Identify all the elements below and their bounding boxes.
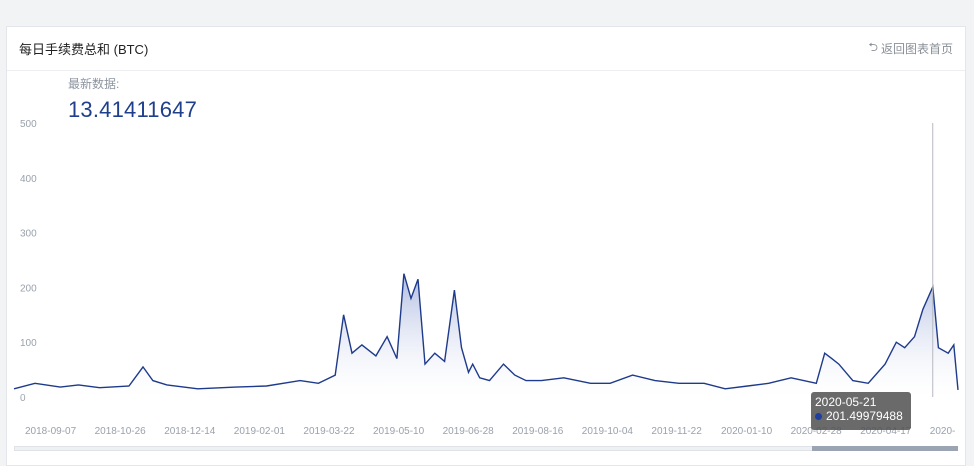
latest-data-value: 13.41411647 <box>68 97 198 122</box>
x-tick-label: 2019-02-01 <box>234 426 286 437</box>
fee-chart[interactable]: 0 100 200 300 400 500 2018-09-07 2018-10-26 201… <box>0 0 974 451</box>
x-tick-label: 2020-01-10 <box>721 426 773 437</box>
y-tick-label: 300 <box>20 229 37 240</box>
x-tick-label: 2018-10-26 <box>95 426 147 437</box>
x-tick-label: 2019-05-10 <box>373 426 425 437</box>
x-tick-label: 2019-08-16 <box>512 426 564 437</box>
x-tick-label: 2019-11-22 <box>651 426 702 437</box>
series-dot-icon <box>815 413 822 421</box>
latest-data-label: 最新数据: <box>68 77 120 91</box>
x-tick-label: 2019-03-22 <box>303 426 355 437</box>
y-tick-label: 500 <box>20 119 37 130</box>
back-label: 返回图表首页 <box>880 42 953 56</box>
back-to-charts-link[interactable]: ⮌ 返回图表首页 <box>868 38 953 59</box>
card-header: 每日手续费总和 (BTC) ⮌ 返回图表首页 <box>7 27 965 71</box>
x-tick-label: 2020- <box>930 426 956 437</box>
x-tick-label: 2018-12-14 <box>164 426 216 437</box>
chart-title: 每日手续费总和 (BTC) <box>19 42 149 57</box>
y-tick-label: 0 <box>20 393 26 404</box>
tooltip-row: 201.49979488 <box>815 409 907 423</box>
x-tick-label: 2020-04-17 <box>860 426 912 437</box>
tooltip-date: 2020-05-21 <box>815 395 877 409</box>
x-tick-label: 2020-02-28 <box>791 426 843 437</box>
y-tick-label: 400 <box>20 174 37 185</box>
x-tick-label: 2018-09-07 <box>25 426 77 437</box>
fee-series-line <box>13 273 959 390</box>
fee-area <box>14 273 958 397</box>
y-tick-label: 200 <box>20 283 37 294</box>
x-tick-label: 2019-10-04 <box>582 426 634 437</box>
y-tick-label: 100 <box>20 338 37 349</box>
return-arrow-icon: ⮌ <box>868 40 878 54</box>
data-tooltip: 2020-05-21 201.49979488 <box>811 392 911 430</box>
x-tick-label: 2019-06-28 <box>443 426 495 437</box>
zoom-scrollbar-handle[interactable] <box>812 446 958 451</box>
tooltip-value: 201.49979488 <box>826 409 903 423</box>
